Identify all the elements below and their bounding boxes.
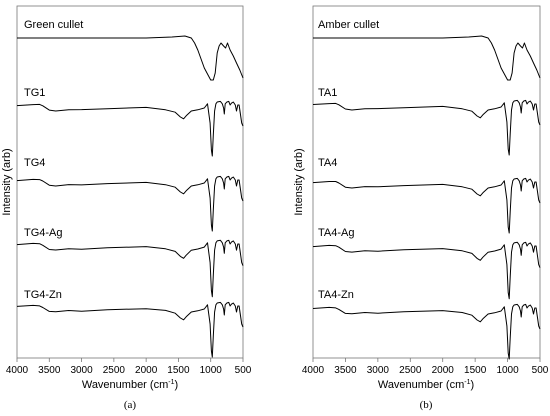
x-tick-label: 3500 [334, 365, 357, 376]
spectrum-tg4-zn [16, 301, 244, 358]
spectrum-tg4 [16, 175, 244, 232]
panel-a: 4000 3500 3000 2500 2000 1500 1000 500 TG4-ZnTG… [1, 5, 252, 411]
series-label-amber-cullet: Amber cullet [318, 19, 379, 31]
series-label-ta4: TA4 [318, 157, 337, 169]
x-tick-label: 1000 [496, 365, 519, 376]
x-axis-title-b: Wavenumber (cm-1) [378, 379, 474, 391]
plot-frame-b [312, 5, 541, 359]
series-label-ta4-zn: TA4-Zn [318, 289, 354, 301]
x-axis-title-a: Wavenumber (cm-1) [82, 379, 178, 391]
series-label-ta4-ag: TA4-Ag [318, 227, 354, 239]
x-tick-label: 3000 [70, 365, 93, 376]
x-tick-label: 2000 [432, 365, 455, 376]
series-label-ta1: TA1 [318, 87, 337, 99]
spectrum-ta4 [312, 177, 541, 234]
spectrum-amber-cullet [313, 35, 541, 81]
x-tick-label: 4000 [302, 365, 325, 376]
x-tick-label: 3500 [38, 365, 61, 376]
x-tick-label: 1500 [167, 365, 190, 376]
x-tick-label: 500 [235, 365, 252, 376]
x-tick-label: 4000 [6, 365, 29, 376]
trace-group-a [16, 35, 244, 358]
spectrum-green-cullet [17, 35, 244, 81]
spectrum-ta1 [312, 99, 541, 156]
x-tick-label: 1000 [200, 365, 223, 376]
y-axis-title-b: Intensity (arb) [293, 148, 305, 215]
plot-frame-a [16, 5, 244, 359]
x-tick-label: 2000 [135, 365, 158, 376]
series-label-tg1: TG1 [24, 87, 45, 99]
spectrum-ta4-zn [312, 303, 541, 360]
series-labels-a: TG4-Zn TG4-Ag TG4 TG1 Green cullet [24, 19, 83, 301]
ticks-a: 4000 3500 3000 2500 2000 1500 1000 500 [6, 358, 252, 376]
series-label-tg4-ag: TG4-Ag [24, 227, 63, 239]
trace-group-b [312, 35, 541, 360]
panel-label-b: (b) [420, 399, 433, 411]
x-tick-label: 3000 [367, 365, 390, 376]
x-tick-label: 2500 [399, 365, 422, 376]
series-label-tg4-zn: TG4-Zn [24, 289, 62, 301]
series-label-green-cullet: Green cullet [24, 19, 83, 31]
series-labels-b: TA4-Zn TA4-Ag TA4 TA1 Amber cullet [318, 19, 379, 301]
series-label-tg4: TG4 [24, 157, 45, 169]
x-tick-label: 2500 [103, 365, 126, 376]
x-tick-label: 500 [532, 365, 549, 376]
panel-b: 4000 3500 3000 2500 2000 1500 1000 500 TA4-ZnTA… [293, 5, 549, 411]
y-axis-title-a: Intensity (arb) [1, 148, 13, 215]
panel-label-a: (a) [124, 399, 137, 411]
spectrum-tg4-ag [16, 239, 244, 298]
ticks-b: 4000 3500 3000 2500 2000 1500 1000 500 [302, 358, 549, 376]
spectrum-ta4-ag [312, 241, 541, 300]
spectrum-tg1 [16, 100, 244, 157]
x-tick-label: 1500 [464, 365, 487, 376]
